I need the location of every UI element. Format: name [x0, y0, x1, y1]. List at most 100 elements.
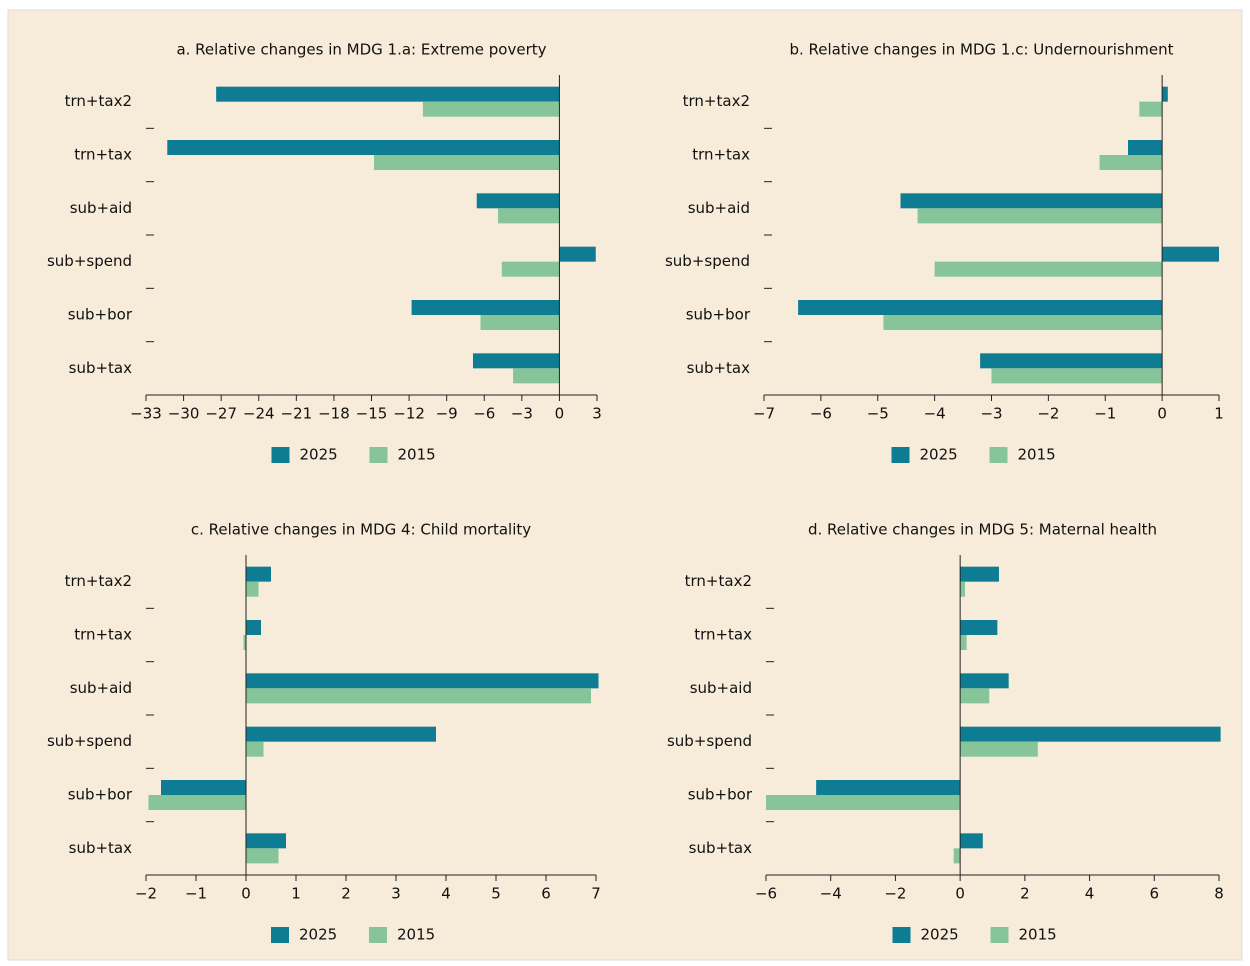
- x-tick-label: 2: [341, 885, 351, 903]
- bar: [472, 353, 560, 369]
- bar: [816, 780, 961, 795]
- x-tick-label: 2: [1020, 885, 1030, 903]
- x-tick-label: 3: [391, 885, 401, 903]
- bar: [1162, 246, 1219, 262]
- y-tick-label: sub+spend: [667, 732, 752, 750]
- y-tick-label: sub+aid: [690, 679, 752, 697]
- bar: [422, 101, 560, 117]
- y-tick-label: sub+tax: [689, 839, 752, 857]
- bar: [991, 368, 1163, 384]
- x-tick-label: 8: [1214, 885, 1224, 903]
- y-tick-label: sub+tax: [69, 839, 132, 857]
- y-tick-label: sub+spend: [47, 732, 132, 750]
- x-tick-label: 7: [591, 885, 601, 903]
- bar: [246, 620, 261, 635]
- bar: [243, 635, 246, 650]
- x-tick-label: −2: [1037, 405, 1059, 423]
- x-tick-label: −5: [867, 405, 889, 423]
- x-tick-label: −30: [168, 405, 200, 423]
- legend-swatch: [891, 447, 910, 463]
- bar: [411, 300, 560, 315]
- y-tick-label: sub+bor: [686, 306, 751, 324]
- x-tick-label: −6: [755, 885, 777, 903]
- legend-label: 2015: [1019, 926, 1057, 944]
- x-tick-label: 0: [555, 405, 565, 423]
- bar: [960, 688, 990, 704]
- x-tick-label: −7: [753, 405, 775, 423]
- x-tick-label: −4: [820, 885, 842, 903]
- y-tick-label: trn+tax2: [65, 92, 132, 110]
- bar: [374, 155, 560, 170]
- bar: [980, 353, 1163, 369]
- bar: [216, 86, 560, 102]
- x-tick-label: 0: [955, 885, 965, 903]
- x-tick-label: −12: [393, 405, 425, 423]
- bar: [498, 208, 560, 224]
- bar: [934, 261, 1163, 277]
- legend-swatch: [369, 927, 387, 943]
- bar: [476, 193, 560, 209]
- bar: [960, 581, 965, 597]
- bar: [960, 635, 967, 650]
- legend-swatch: [989, 447, 1008, 463]
- legend-label: 2015: [398, 446, 436, 464]
- bar: [246, 581, 259, 597]
- bar: [960, 673, 1009, 689]
- x-tick-label: −1: [1094, 405, 1116, 423]
- bar: [246, 726, 436, 742]
- y-tick-label: sub+aid: [70, 199, 132, 217]
- y-tick-label: sub+spend: [665, 252, 750, 270]
- bar: [960, 833, 983, 849]
- bar: [246, 566, 271, 582]
- y-tick-label: trn+tax: [74, 146, 132, 164]
- bar: [167, 140, 560, 155]
- y-tick-label: trn+tax: [74, 626, 132, 644]
- legend-swatch: [892, 927, 911, 943]
- bar: [246, 673, 599, 689]
- x-tick-label: 6: [1150, 885, 1160, 903]
- bar: [148, 795, 246, 810]
- legend-label: 2015: [1018, 446, 1056, 464]
- bar: [161, 780, 246, 795]
- x-tick-label: −4: [924, 405, 946, 423]
- legend-label: 2025: [920, 446, 958, 464]
- bar: [900, 193, 1163, 209]
- x-tick-label: −6: [810, 405, 832, 423]
- x-tick-label: 0: [241, 885, 251, 903]
- x-tick-label: 4: [1085, 885, 1095, 903]
- x-tick-label: −2: [884, 885, 906, 903]
- bar: [513, 368, 560, 384]
- x-tick-label: 1: [291, 885, 301, 903]
- bar: [1139, 101, 1163, 117]
- bar: [953, 848, 961, 864]
- x-tick-label: 6: [541, 885, 551, 903]
- chart-title: b. Relative changes in MDG 1.c: Undernou…: [789, 41, 1173, 59]
- x-tick-label: −6: [473, 405, 495, 423]
- bar: [501, 261, 560, 277]
- bar: [480, 315, 560, 330]
- bar: [917, 208, 1163, 224]
- legend-label: 2015: [397, 926, 435, 944]
- y-tick-label: sub+aid: [688, 199, 750, 217]
- bar: [960, 620, 998, 635]
- bar: [1099, 155, 1163, 170]
- legend-label: 2025: [300, 446, 338, 464]
- bar: [1128, 140, 1163, 155]
- x-tick-label: −15: [356, 405, 388, 423]
- chart-title: d. Relative changes in MDG 5: Maternal h…: [808, 521, 1157, 539]
- legend-label: 2025: [921, 926, 959, 944]
- y-tick-label: trn+tax2: [683, 92, 750, 110]
- legend-swatch: [369, 447, 388, 463]
- chart-title: c. Relative changes in MDG 4: Child mort…: [191, 521, 531, 539]
- bar: [246, 688, 591, 704]
- y-tick-label: sub+bor: [688, 786, 753, 804]
- x-tick-label: −3: [511, 405, 533, 423]
- bar: [960, 741, 1038, 757]
- bar: [246, 741, 264, 757]
- bar: [766, 795, 961, 810]
- y-tick-label: trn+tax: [694, 626, 752, 644]
- bar: [798, 300, 1163, 315]
- x-tick-label: 0: [1157, 405, 1167, 423]
